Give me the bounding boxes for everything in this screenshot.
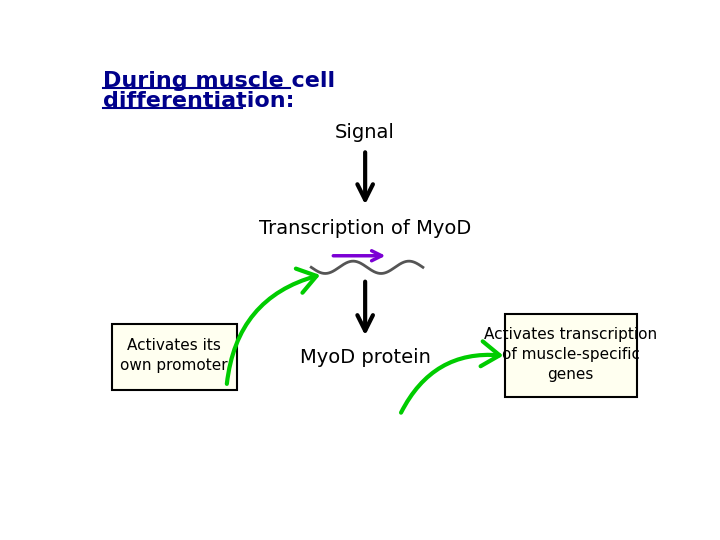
FancyArrowPatch shape bbox=[401, 341, 500, 413]
Text: differentiation:: differentiation: bbox=[104, 91, 295, 111]
Text: MyoD protein: MyoD protein bbox=[300, 348, 431, 367]
Text: Activates its
own promoter: Activates its own promoter bbox=[120, 339, 228, 373]
FancyArrowPatch shape bbox=[227, 268, 317, 384]
Text: Transcription of MyoD: Transcription of MyoD bbox=[259, 219, 472, 238]
FancyBboxPatch shape bbox=[112, 323, 237, 390]
FancyBboxPatch shape bbox=[505, 314, 637, 397]
Text: Activates transcription
of muscle-specific
genes: Activates transcription of muscle-specif… bbox=[484, 327, 657, 382]
Text: During muscle cell: During muscle cell bbox=[104, 71, 336, 91]
Text: Signal: Signal bbox=[336, 123, 395, 141]
